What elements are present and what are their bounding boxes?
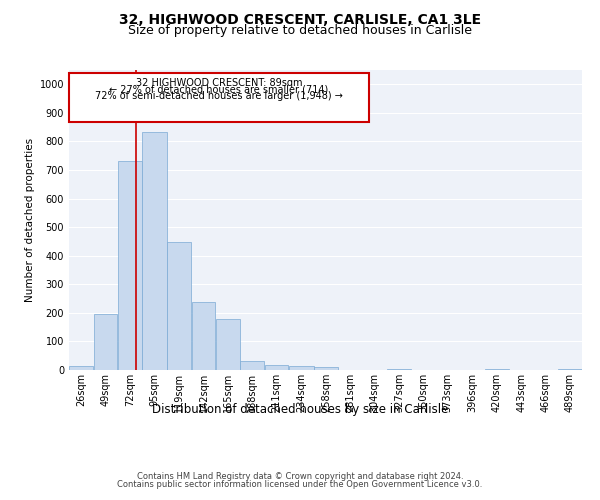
Text: Distribution of detached houses by size in Carlisle: Distribution of detached houses by size …	[152, 402, 448, 415]
Bar	[216, 319, 240, 370]
Bar	[191, 302, 215, 370]
Bar	[387, 368, 411, 370]
Bar	[265, 365, 289, 370]
Text: Size of property relative to detached houses in Carlisle: Size of property relative to detached ho…	[128, 24, 472, 37]
Bar	[94, 314, 118, 370]
Bar	[485, 368, 509, 370]
Text: 32, HIGHWOOD CRESCENT, CARLISLE, CA1 3LE: 32, HIGHWOOD CRESCENT, CARLISLE, CA1 3LE	[119, 12, 481, 26]
Text: Contains public sector information licensed under the Open Government Licence v3: Contains public sector information licen…	[118, 480, 482, 489]
Bar	[558, 369, 582, 370]
Bar	[314, 367, 338, 370]
Bar	[69, 366, 93, 370]
Bar	[289, 366, 314, 370]
Text: 32 HIGHWOOD CRESCENT: 89sqm: 32 HIGHWOOD CRESCENT: 89sqm	[136, 78, 302, 88]
FancyBboxPatch shape	[69, 73, 369, 122]
Bar	[240, 362, 264, 370]
Bar	[118, 160, 142, 370]
Text: ← 27% of detached houses are smaller (714): ← 27% of detached houses are smaller (71…	[109, 85, 329, 95]
Text: Contains HM Land Registry data © Crown copyright and database right 2024.: Contains HM Land Registry data © Crown c…	[137, 472, 463, 481]
Y-axis label: Number of detached properties: Number of detached properties	[25, 138, 35, 302]
Bar	[167, 242, 191, 370]
Bar	[142, 132, 167, 370]
Text: 72% of semi-detached houses are larger (1,948) →: 72% of semi-detached houses are larger (…	[95, 92, 343, 102]
